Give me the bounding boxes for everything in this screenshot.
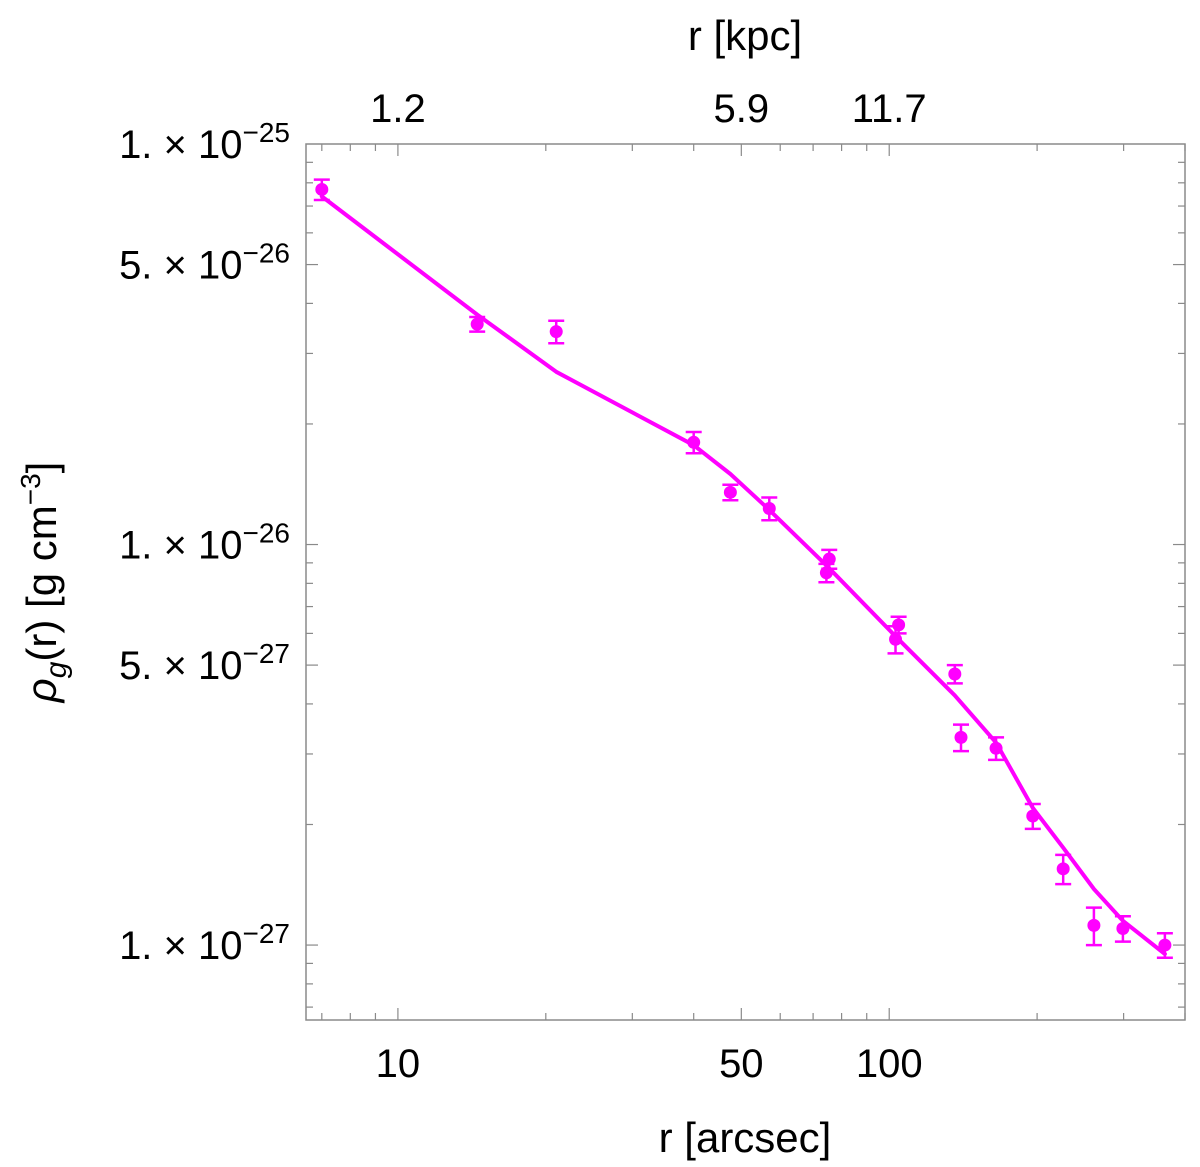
data-point bbox=[761, 496, 778, 522]
data-point bbox=[821, 548, 838, 571]
data-point bbox=[890, 615, 907, 635]
y-tick-label-mantissa: 1. × 10 bbox=[119, 524, 242, 568]
y-tick-label-mantissa: 1. × 10 bbox=[119, 123, 242, 167]
data-point bbox=[1055, 853, 1072, 886]
y-tick-label-mantissa: 5. × 10 bbox=[119, 644, 242, 688]
data-point bbox=[685, 430, 702, 455]
data-point bbox=[469, 315, 486, 333]
x2-axis-label: r [kpc] bbox=[688, 12, 802, 59]
data-marker bbox=[315, 182, 329, 196]
x-axis-label: r [arcsec] bbox=[659, 1114, 832, 1161]
data-marker bbox=[762, 502, 776, 516]
y-axis-label-sup: −3 bbox=[15, 473, 46, 505]
y-axis-label-mid: (r) [g cm bbox=[18, 505, 65, 661]
data-marker bbox=[1087, 918, 1101, 932]
y-tick-label-mantissa: 5. × 10 bbox=[119, 244, 242, 288]
x2-tick-label: 5.9 bbox=[714, 87, 770, 131]
data-marker bbox=[1056, 862, 1070, 876]
data-marker bbox=[892, 618, 906, 632]
data-marker bbox=[1026, 809, 1040, 823]
y-axis-label-rho: ρ bbox=[18, 678, 65, 704]
x-tick-label: 10 bbox=[376, 1042, 421, 1086]
y-tick-label: 1. × 10−27 bbox=[119, 918, 290, 968]
y-tick-label-exponent: −27 bbox=[243, 918, 291, 949]
y-tick-label-exponent: −27 bbox=[243, 638, 291, 669]
data-point bbox=[313, 178, 330, 202]
data-marker bbox=[1116, 921, 1130, 935]
plot-frame bbox=[305, 143, 1186, 1021]
data-point bbox=[722, 483, 739, 502]
y-tick-label-exponent: −26 bbox=[243, 238, 291, 269]
data-point bbox=[818, 562, 835, 584]
model-line bbox=[319, 194, 1167, 956]
x-tick-label: 100 bbox=[856, 1042, 923, 1086]
data-marker bbox=[723, 485, 737, 499]
data-marker bbox=[954, 730, 968, 744]
data-marker bbox=[889, 632, 903, 646]
data-marker bbox=[549, 325, 563, 339]
data-marker bbox=[470, 317, 484, 331]
data-marker bbox=[822, 552, 836, 566]
y-tick-label-exponent: −26 bbox=[243, 518, 291, 549]
data-point bbox=[946, 663, 963, 685]
model-line-group bbox=[319, 194, 1167, 956]
data-marker bbox=[948, 667, 962, 681]
data-point bbox=[1114, 915, 1131, 943]
y-tick-label-mantissa: 1. × 10 bbox=[119, 924, 242, 968]
x2-tick-label: 11.7 bbox=[852, 87, 927, 131]
y-tick-label: 5. × 10−27 bbox=[119, 638, 290, 688]
y-tick-label-exponent: −25 bbox=[243, 117, 291, 148]
y-tick-label: 1. × 10−26 bbox=[119, 518, 290, 568]
y-axis-label: ρg(r) [g cm−3] bbox=[15, 462, 73, 705]
data-point bbox=[1024, 802, 1041, 831]
x2-tick-label: 1.2 bbox=[370, 87, 426, 131]
data-point bbox=[988, 736, 1005, 762]
data-point bbox=[953, 723, 970, 753]
y-axis-label-sub: g bbox=[40, 661, 73, 678]
y-tick-label: 1. × 10−25 bbox=[119, 117, 290, 167]
data-point bbox=[1156, 932, 1173, 959]
y-axis-label-end: ] bbox=[18, 462, 65, 474]
y-tick-label: 5. × 10−26 bbox=[119, 238, 290, 288]
data-marker bbox=[687, 435, 701, 449]
data-point bbox=[548, 319, 565, 345]
data-marker bbox=[1158, 938, 1172, 952]
tick-marks bbox=[306, 144, 1186, 1020]
data-marker bbox=[989, 741, 1003, 755]
x-tick-label: 50 bbox=[719, 1042, 764, 1086]
data-point bbox=[1085, 906, 1102, 947]
data-points-group bbox=[313, 178, 1173, 959]
